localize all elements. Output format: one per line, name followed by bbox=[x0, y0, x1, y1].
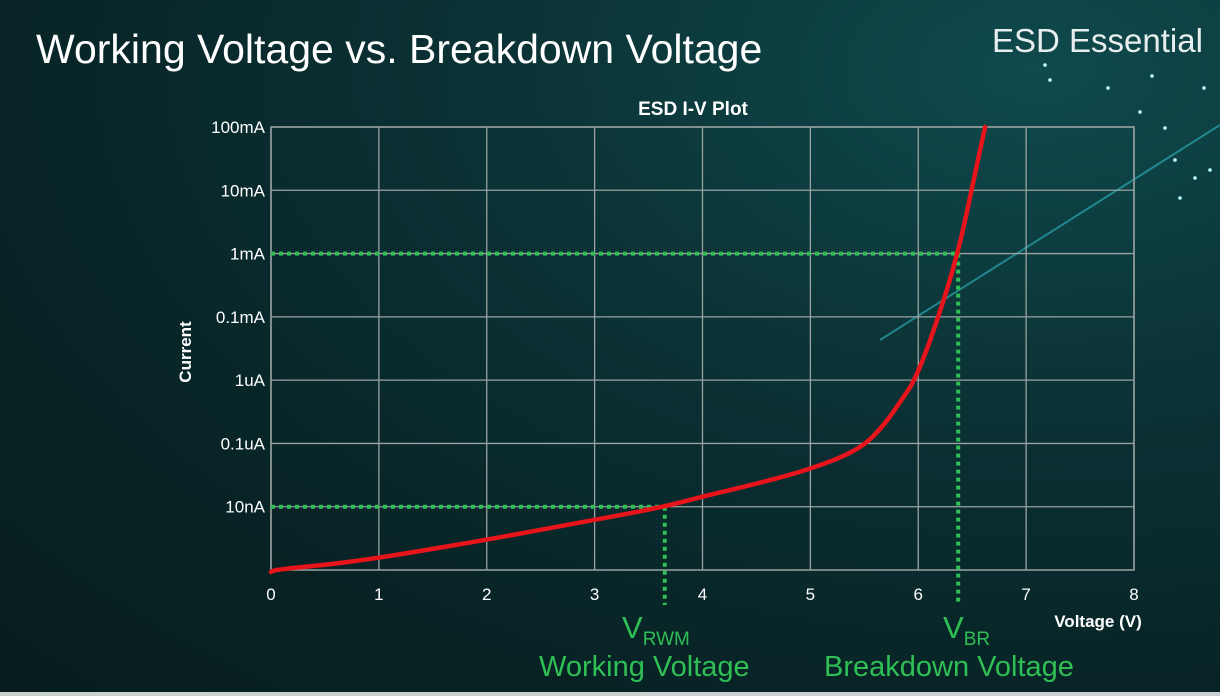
decorative-star bbox=[1150, 74, 1154, 78]
x-tick-label: 4 bbox=[698, 585, 707, 604]
background-decoration bbox=[879, 63, 1220, 341]
decorative-star bbox=[1043, 63, 1047, 67]
y-tick-label: 1mA bbox=[230, 245, 266, 264]
chart-title: ESD I-V Plot bbox=[638, 99, 748, 120]
decorative-star bbox=[1173, 158, 1177, 162]
x-tick-label: 7 bbox=[1021, 585, 1030, 604]
vrwm-symbol-sub: RWM bbox=[642, 629, 690, 650]
y-tick-label: 1uA bbox=[235, 371, 266, 390]
vbr-symbol-main: V bbox=[943, 610, 964, 645]
vrwm-symbol-main: V bbox=[622, 610, 643, 645]
decorative-star bbox=[1163, 126, 1167, 130]
x-tick-label: 0 bbox=[266, 585, 275, 604]
decorative-star bbox=[1106, 86, 1110, 90]
y-tick-label: 10nA bbox=[225, 498, 265, 517]
decorative-star bbox=[1193, 176, 1197, 180]
decorative-star bbox=[1202, 86, 1206, 90]
decorative-star bbox=[1208, 168, 1212, 172]
x-tick-label: 6 bbox=[914, 585, 923, 604]
y-tick-label: 0.1mA bbox=[216, 308, 266, 327]
x-axis-label: Voltage (V) bbox=[1054, 612, 1142, 631]
x-tick-label: 3 bbox=[590, 585, 599, 604]
vbr-symbol: VBR bbox=[943, 610, 990, 651]
bottom-bar bbox=[0, 692, 1220, 696]
vrwm-symbol: VRWM bbox=[622, 610, 690, 651]
decorative-star bbox=[1048, 78, 1052, 82]
x-tick-label: 1 bbox=[374, 585, 383, 604]
slide-title: Working Voltage vs. Breakdown Voltage bbox=[36, 26, 763, 72]
y-tick-label: 0.1uA bbox=[221, 434, 266, 453]
y-tick-label: 100mA bbox=[211, 118, 266, 137]
vbr-label: Breakdown Voltage bbox=[824, 651, 1074, 683]
x-tick-label: 5 bbox=[806, 585, 815, 604]
decorative-star bbox=[1178, 196, 1182, 200]
vrwm-label: Working Voltage bbox=[539, 651, 750, 683]
decorative-light-streak bbox=[879, 124, 1220, 341]
brand-title: ESD Essential bbox=[992, 22, 1203, 59]
x-tick-label: 8 bbox=[1129, 585, 1138, 604]
decorative-star bbox=[1138, 110, 1142, 114]
iv-curve-series-0 bbox=[268, 124, 988, 575]
vbr-symbol-sub: BR bbox=[963, 629, 991, 650]
y-tick-label: 10mA bbox=[221, 181, 266, 200]
y-axis-label: Current bbox=[176, 321, 195, 383]
x-tick-label: 2 bbox=[482, 585, 491, 604]
